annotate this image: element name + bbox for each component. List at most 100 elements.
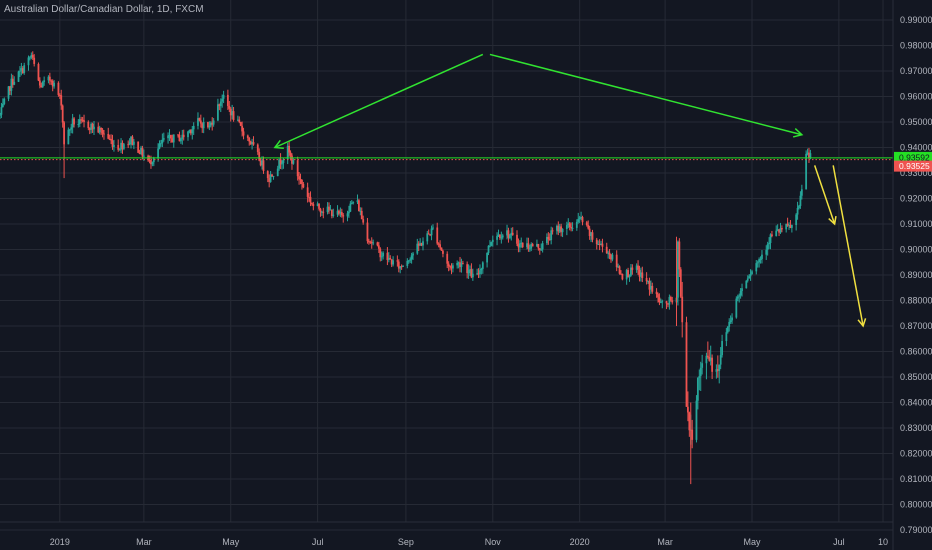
candle-body [685,322,688,407]
candle-body [580,217,582,219]
candle-body [677,241,679,298]
candle-body [627,270,629,278]
candle-body [318,203,320,209]
candle-body [296,160,299,177]
candle-body [789,224,792,228]
candle-body [386,252,389,261]
y-tick-label: 0.88000 [900,296,932,306]
price-axis[interactable]: 0.99000 0.98000 0.97000 0.96000 0.95000 0.940… [892,0,932,550]
annotation-arrow-head [857,318,867,328]
candle-body [349,203,352,212]
candle-body [13,81,16,85]
candle-body [585,222,588,226]
candle-body [379,248,382,258]
candlestick-series [0,51,812,485]
candle-body [567,223,570,226]
candle-body [232,111,235,121]
candle-body [409,259,412,261]
y-tick-label: 0.87000 [900,321,932,331]
candle-body [356,200,359,203]
candle-body [432,227,434,229]
candle-body [48,76,51,81]
candle-body [259,160,262,166]
candle-body [382,252,385,257]
candle-body [211,122,214,125]
candle-body [142,155,145,157]
horizontal-lines [0,157,893,161]
x-tick-label: 2020 [570,537,590,547]
time-axis[interactable]: 2019 Mar May Jul Sep Nov 2020 Mar May Jul 10 [0,521,893,547]
candle-body [701,363,704,368]
candle-body [150,160,152,165]
candle-body [486,252,488,263]
candle-body [288,145,291,153]
candle-body [272,176,275,178]
candle-body [786,223,789,226]
candle-body [796,208,799,215]
candle-body [526,243,528,248]
candle-body [546,236,548,244]
candle-body [645,277,648,282]
candle-body [83,120,85,122]
candle-body [38,80,41,86]
candle-body [61,105,64,123]
candle-body [181,134,184,139]
candle-body [392,260,394,265]
candle-body [179,138,182,142]
candle-body [496,236,498,240]
y-tick-label: 0.92000 [900,194,932,204]
candle-body [429,234,432,236]
candle-body [459,262,461,267]
candle-body [178,134,181,142]
candle-body [212,120,215,125]
y-tick-label: 0.83000 [900,423,932,433]
candle-body [152,158,155,163]
candle-body [537,243,540,249]
candle-body [100,127,103,130]
candle-body [362,219,365,223]
candle-body [21,68,24,73]
candle-body [130,136,132,143]
candle-body [332,214,335,216]
candle-body [471,273,474,278]
candle-body [218,104,221,106]
candle-body [611,254,614,260]
candle-body [208,125,211,128]
candle-body [258,152,261,161]
candle-body [328,206,330,210]
candle-body [380,256,383,258]
candle-body [110,139,112,141]
candle-body [10,78,13,91]
candle-body [71,118,74,128]
candle-body [70,127,73,130]
candle-body [798,205,800,209]
candle-body [581,217,584,223]
candle-body [242,131,245,136]
candle-body [490,242,493,246]
candle-body [11,78,14,85]
candle-body [708,356,711,361]
candle-body [709,357,712,361]
candle-body [197,118,199,126]
y-tick-label: 0.84000 [900,398,932,408]
candle-body [98,127,101,133]
candle-body [60,95,63,106]
candle-body [131,136,134,145]
candle-body [158,143,161,149]
candle-body [120,142,122,150]
candle-body [731,317,733,321]
y-tick-label: 0.80000 [900,500,932,510]
candle-body [516,234,518,244]
candle-body [436,227,439,244]
candle-body [601,243,604,247]
candle-body [241,125,244,132]
candle-body [768,242,770,245]
annotation-arrow-head [273,139,284,149]
candle-body [53,82,56,87]
candle-body [81,119,84,121]
candle-body [148,160,151,162]
candle-body [93,126,95,130]
candle-body [625,270,628,280]
candle-body [306,187,309,197]
